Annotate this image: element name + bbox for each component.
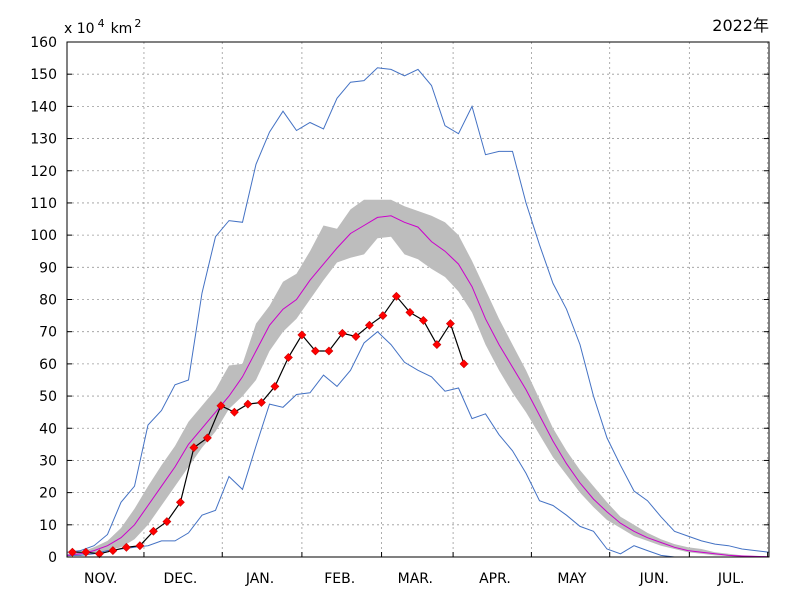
- current-point: [391, 291, 401, 301]
- grid-lines: [67, 42, 769, 557]
- current-point: [108, 546, 118, 555]
- x-tick-label: NOV.: [84, 571, 117, 587]
- x-tick-label: FEB.: [324, 571, 355, 587]
- current-point: [324, 346, 334, 356]
- current-point: [351, 332, 361, 341]
- y-tick-label: 40: [39, 421, 57, 437]
- current-point: [459, 359, 469, 369]
- current-point: [202, 433, 212, 443]
- current-point: [189, 443, 199, 452]
- x-tick-label: DEC.: [163, 571, 197, 587]
- y-unit-prefix: x 10: [64, 21, 95, 37]
- current-point: [432, 340, 442, 349]
- y-tick-label: 100: [30, 228, 57, 244]
- max-line: [66, 67, 770, 553]
- current-point: [94, 549, 104, 559]
- x-tick-label: APR.: [479, 571, 511, 587]
- current-point: [405, 307, 415, 317]
- y-tick-label: 80: [39, 293, 57, 309]
- y-tick-label: 30: [39, 453, 57, 469]
- current-point: [310, 346, 320, 356]
- current-point: [243, 399, 253, 409]
- band-area: [67, 199, 769, 557]
- y-tick-label: 70: [39, 325, 57, 341]
- axis-ticks: 0 10 20 30 40 50 60 70 80 90 100 110 120 130 140 150 160…: [30, 35, 769, 587]
- min-line: [67, 331, 769, 558]
- current-point: [121, 542, 131, 552]
- y-unit-text-exponent: 2: [134, 17, 141, 30]
- current-point: [297, 330, 307, 340]
- y-tick-label: 120: [30, 164, 57, 180]
- y-tick-label: 160: [30, 35, 57, 51]
- y-axis-unit-label: x 10 4 km 2: [64, 17, 141, 37]
- current-point: [378, 311, 388, 321]
- y-tick-label: 0: [48, 550, 57, 566]
- y-tick-label: 140: [30, 99, 57, 115]
- current-point: [364, 320, 374, 330]
- current-point: [162, 517, 172, 527]
- current-markers: [67, 291, 469, 559]
- y-tick-label: 110: [30, 196, 57, 212]
- x-tick-label: JUN.: [639, 571, 669, 587]
- x-tick-label: MAR.: [398, 571, 433, 587]
- y-tick-label: 20: [39, 486, 57, 502]
- current-point: [67, 547, 77, 557]
- current-point: [337, 328, 347, 338]
- std-dev-band: [67, 199, 769, 557]
- mean-line: [66, 215, 770, 558]
- y-unit-text: km: [111, 21, 133, 37]
- current-point: [256, 398, 266, 407]
- current-point: [418, 315, 428, 325]
- y-unit-exponent: 4: [98, 17, 105, 30]
- y-tick-label: 90: [39, 260, 57, 276]
- current-point: [135, 541, 145, 551]
- current-point: [148, 526, 158, 536]
- y-tick-label: 60: [39, 357, 57, 373]
- current-point: [216, 401, 226, 411]
- x-tick-label: JUL.: [717, 571, 745, 587]
- current-point: [81, 547, 91, 557]
- current-point: [445, 319, 455, 329]
- y-tick-label: 10: [39, 518, 57, 534]
- chart-title: 2022年: [712, 16, 769, 35]
- y-tick-label: 150: [30, 67, 57, 83]
- current-point: [229, 407, 239, 417]
- x-tick-label: JAN.: [245, 571, 274, 587]
- y-tick-label: 50: [39, 389, 57, 405]
- current-point: [175, 497, 185, 507]
- y-tick-label: 130: [30, 132, 57, 148]
- current-point: [270, 381, 280, 391]
- x-tick-label: MAY: [557, 571, 587, 587]
- current-point: [283, 353, 293, 362]
